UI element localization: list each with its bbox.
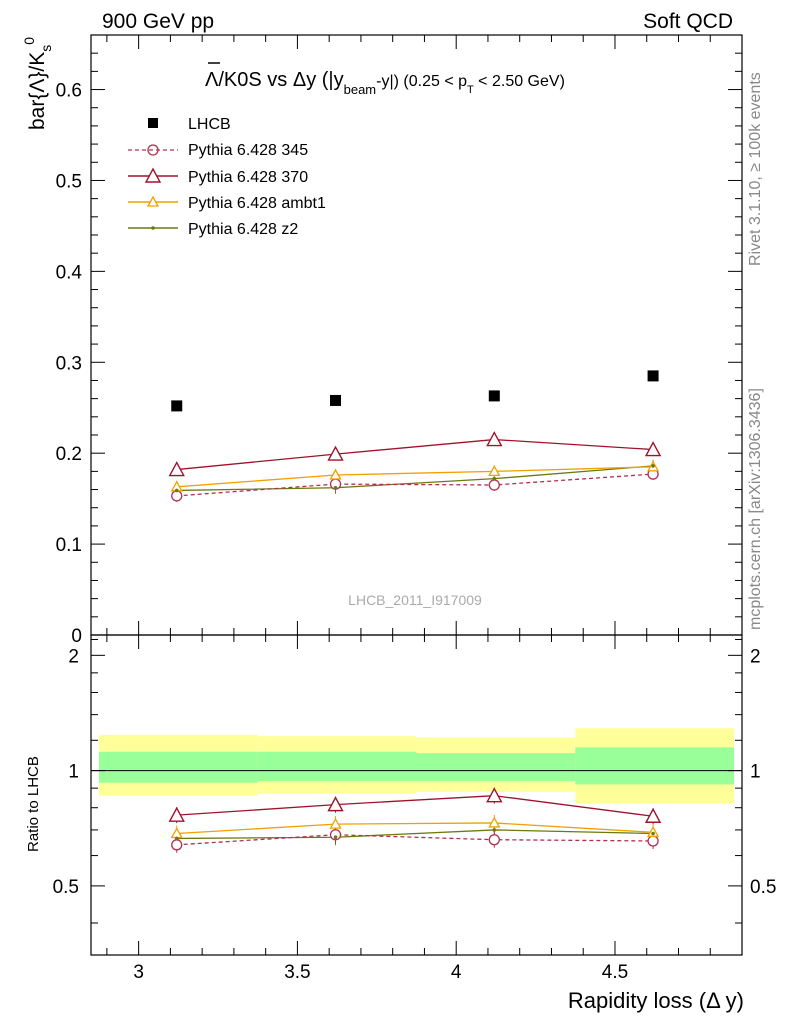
main-ylabel-text: bar{Λ}/K	[26, 52, 49, 130]
title-sub: beam	[344, 82, 377, 97]
title-mid: -y|) (0.25 < p	[376, 73, 467, 90]
legend-marker-z2	[151, 226, 155, 230]
main-ytick-label: 0.5	[56, 171, 82, 192]
ratio-point-1-2	[486, 787, 503, 803]
ratio-point-2-2	[488, 816, 501, 828]
main-ylabel-sup: 0	[21, 37, 37, 45]
main-series-line-2	[176, 438, 654, 471]
main-ytick-label: 0.4	[56, 262, 83, 283]
main-point-1-2	[488, 479, 500, 491]
x-tick-label: 3.5	[284, 962, 310, 983]
ratio-band-inner-2	[416, 753, 576, 781]
ratio-point-1-1	[327, 796, 344, 812]
ratio-series-line-0	[176, 834, 654, 846]
header-right: Soft QCD	[643, 10, 733, 33]
header-left: 900 GeV pp	[102, 10, 214, 33]
main-title: Λ/K0S vs Δy (|ybeam-y|) (0.25 < pT < 2.5…	[205, 62, 565, 97]
ratio-ytick-label-left: 1	[68, 762, 79, 783]
ratio-point-3-3	[651, 831, 655, 836]
main-point-2-0	[168, 461, 185, 477]
main-series-line-3	[176, 466, 654, 488]
legend-label-z2: Pythia 6.428 z2	[188, 221, 298, 238]
ratio-panel: 3 3.5 4 4.5 0.5 0.5 1 1 2 2	[53, 634, 776, 983]
ratio-ytick-label-right: 1	[750, 762, 761, 783]
ratio-band-inner-3	[575, 747, 735, 785]
legend-marker-345	[147, 144, 159, 156]
ratio-point-0-0	[171, 839, 183, 851]
ratio-ytick-label-right: 0.5	[750, 877, 776, 898]
x-tick-label: 4.5	[602, 962, 628, 983]
main-panel: 0.1 0.2 0.3 0.4 0.5 0.6 0	[56, 34, 743, 647]
ratio-point-3-2	[492, 828, 497, 832]
legend-marker-370	[144, 167, 162, 183]
x-tick-label: 4	[451, 962, 462, 983]
main-point-2-1	[327, 445, 344, 461]
legend-marker-lhcb	[148, 118, 158, 128]
ratio-point-0-2	[488, 834, 500, 846]
ratio-point-0-3	[647, 835, 659, 847]
ratio-point-1-0	[168, 806, 185, 822]
main-ylabel: bar{Λ}/Ks0	[21, 37, 54, 130]
main-point-3-2	[488, 465, 501, 477]
main-point-4-1	[333, 485, 338, 490]
ratio-point-3-0	[174, 836, 179, 841]
ratio-band-inner-0	[98, 751, 258, 783]
main-point-1-0	[171, 490, 183, 502]
main-point-0-3	[647, 370, 659, 382]
ratio-point-0-1	[329, 829, 342, 841]
ratio-ytick-label-left: 2	[68, 646, 79, 667]
ratio-ytick-label-left: 0.5	[53, 877, 79, 898]
ratio-band-inner-1	[257, 751, 417, 781]
main-point-2-3	[644, 441, 662, 457]
title-main: Λ/K0S vs Δy (|y	[205, 69, 344, 91]
ratio-series-line-3	[176, 829, 654, 840]
x-tick-label: 3	[133, 962, 144, 983]
main-point-4-2	[492, 476, 497, 481]
main-point-0-0	[171, 400, 183, 412]
main-ytick-label-zero: 0	[71, 626, 82, 647]
mcplots-label: mcplots.cern.ch [arXiv:1306.3436]	[747, 388, 764, 630]
main-point-0-1	[330, 394, 342, 406]
main-point-3-1	[329, 468, 342, 480]
rivet-version-label: Rivet 3.1.10, ≥ 100k events	[747, 72, 764, 266]
main-series-line-1	[176, 473, 654, 497]
analysis-watermark: LHCB_2011_I917009	[348, 592, 482, 608]
legend-label-ambt1: Pythia 6.428 ambt1	[188, 195, 326, 212]
legend-label-370: Pythia 6.428 370	[188, 169, 308, 186]
ratio-ylabel: Ratio to LHCB	[25, 756, 42, 852]
title-text: Λ/K0S vs Δy (|ybeam-y|) (0.25 < pT < 2.5…	[205, 69, 565, 97]
x-axis-label: Rapidity loss (Δ y)	[568, 988, 744, 1013]
title-end: < 2.50 GeV)	[474, 73, 565, 90]
main-ytick-label: 0.3	[56, 353, 82, 374]
ratio-point-3-1	[333, 835, 338, 840]
legend-label-lhcb: LHCB	[188, 116, 231, 133]
ratio-series-line-2	[176, 822, 654, 835]
ratio-point-1-3	[644, 807, 662, 823]
main-ytick-label: 0.1	[56, 535, 82, 556]
ratio-ytick-label-right: 2	[750, 646, 761, 667]
ratio-series-line-1	[176, 795, 654, 817]
legend-label-345: Pythia 6.428 345	[188, 142, 308, 159]
main-ylabel-sub: s	[38, 45, 54, 52]
ratio-frame	[90, 634, 743, 956]
main-point-0-2	[488, 390, 500, 402]
main-series-line-4	[176, 465, 654, 492]
ratio-point-2-1	[329, 817, 342, 829]
main-ytick-label: 0.2	[56, 444, 82, 465]
legend: LHCB Pythia 6.428 345 Pythia 6.428 370 P…	[128, 116, 326, 238]
main-point-4-3	[651, 464, 655, 468]
main-point-4-0	[174, 488, 179, 493]
main-ytick-label: 0.6	[56, 81, 82, 102]
title-sub2: T	[467, 84, 474, 96]
legend-marker-ambt1	[146, 195, 160, 207]
main-point-2-2	[486, 431, 503, 447]
